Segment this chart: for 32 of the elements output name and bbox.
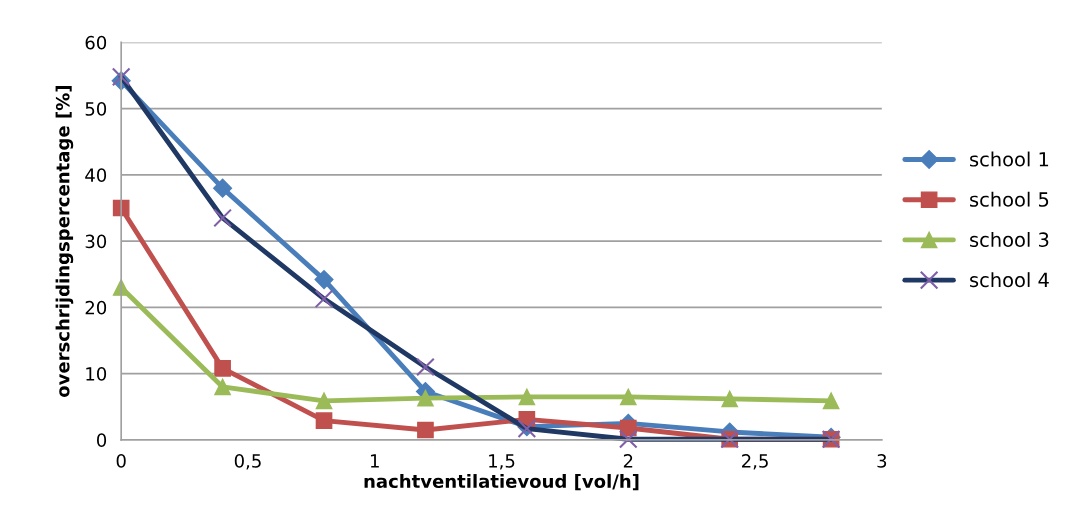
y-tick-label: 50 — [85, 102, 107, 116]
y-tick-label: 40 — [85, 168, 107, 183]
point — [417, 389, 434, 407]
point — [214, 378, 231, 396]
x-tick-label: 1,5 — [489, 454, 515, 470]
x-tick-label: 0 — [116, 454, 126, 468]
y-tick-label: 10 — [86, 367, 107, 381]
point — [619, 388, 637, 406]
y-tick-label: 20 — [85, 300, 107, 315]
point — [314, 270, 334, 290]
legend-label: school 5 — [970, 191, 1049, 207]
point — [214, 360, 231, 377]
legend-label: school 1 — [970, 151, 1049, 167]
y-tick-label: 60 — [85, 35, 107, 50]
point — [213, 178, 233, 198]
point — [822, 392, 840, 410]
legend-label: school 3 — [970, 231, 1049, 248]
y-tick-label: 0 — [97, 433, 107, 448]
x-tick-label: 3 — [877, 454, 887, 468]
point — [417, 421, 434, 439]
x-tick-label: 0,5 — [234, 454, 261, 470]
legend-label: school 4 — [970, 272, 1049, 288]
y-tick-label: 30 — [85, 234, 107, 249]
x-axis-title: nachtventilatievoud [vol/h] — [364, 474, 639, 491]
point — [721, 390, 739, 408]
x-tick-label: 2 — [623, 454, 633, 468]
y-axis-title: overschrijdingspercentage [%] — [55, 86, 74, 398]
point — [518, 388, 536, 406]
x-tick-label: 1 — [370, 454, 379, 468]
point — [315, 392, 333, 410]
x-tick-label: 2,5 — [742, 454, 768, 470]
point — [315, 412, 333, 430]
